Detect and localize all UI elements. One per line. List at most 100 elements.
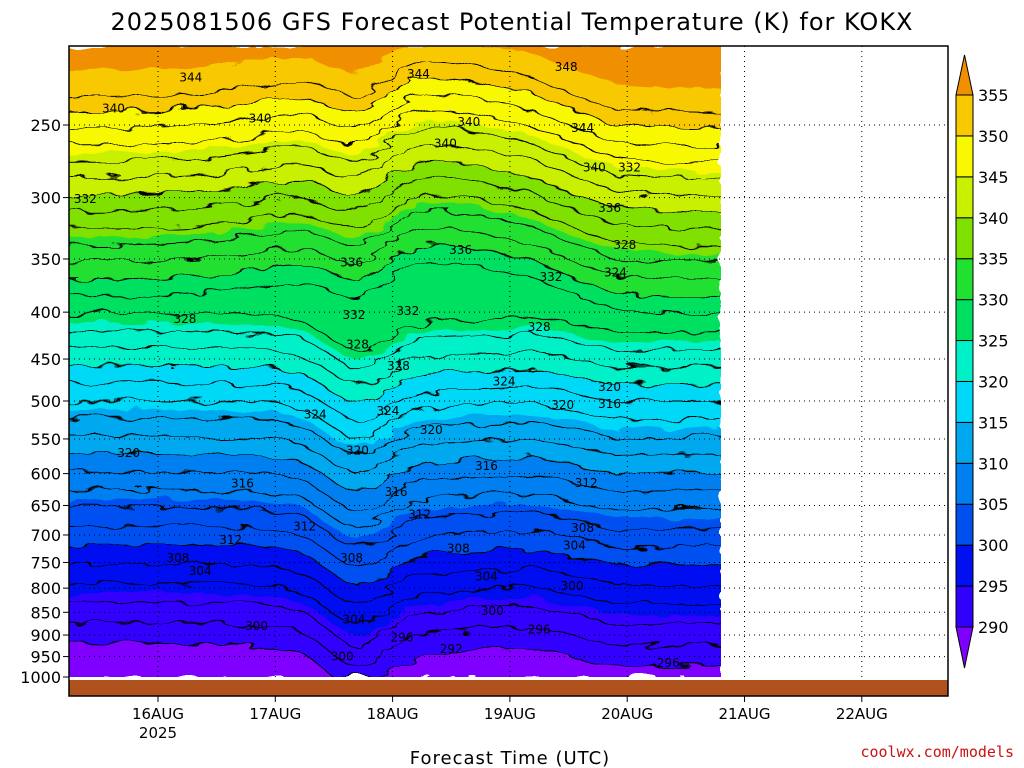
colorbar-swatch: [955, 380, 974, 423]
x-tick-label: 18AUG: [367, 705, 419, 723]
x-tick-label: 21AUG: [719, 705, 771, 723]
isoline-292: [69, 621, 721, 669]
isoline-298: [69, 563, 721, 606]
colorbar-label: 350: [978, 127, 1009, 146]
colorbar-label: 330: [978, 291, 1009, 310]
isoline-346: [69, 110, 722, 163]
colorbar-swatch: [955, 135, 974, 178]
contour-label: 316: [231, 476, 254, 490]
contour-label: 332: [342, 308, 365, 322]
colorbar-swatch: [955, 462, 974, 505]
isoline-318: [69, 382, 722, 421]
contour-label: 340: [457, 115, 480, 129]
y-tick-label: 600: [30, 465, 61, 484]
y-tick-label: 450: [30, 350, 61, 369]
x-axis-label: Forecast Time (UTC): [410, 748, 610, 768]
isoline-334: [69, 210, 722, 264]
contour-label: 308: [571, 521, 594, 535]
isoline-290: [69, 642, 721, 678]
contour-label: 328: [174, 312, 197, 326]
contour-label: 344: [571, 121, 594, 135]
y-tick-label: 250: [30, 116, 61, 135]
colorbar-label: 340: [978, 209, 1009, 228]
isoline-330: [69, 244, 722, 298]
isoline-302: [69, 525, 722, 567]
isoline-320: [69, 364, 721, 404]
chart-title: 2025081506 GFS Forecast Potential Temper…: [111, 8, 914, 36]
contour-label: 312: [575, 476, 598, 490]
x-tick-sublabel: 2025: [139, 724, 177, 742]
y-tick-label: 500: [30, 392, 61, 411]
colorbar-swatch: [955, 217, 974, 260]
contour-label: 332: [618, 160, 641, 174]
y-tick-label: 900: [30, 626, 61, 645]
contour-label: 340: [583, 160, 606, 174]
contour-label: 320: [117, 446, 140, 460]
contour-label: 320: [346, 443, 369, 457]
colorbar-label: 310: [978, 454, 1009, 473]
contour-label: 328: [346, 338, 369, 352]
contour-label: 344: [407, 67, 430, 81]
contour-label: 328: [613, 238, 636, 252]
contour-label: 320: [551, 398, 574, 412]
contour-lines: [69, 61, 722, 678]
isoline-328: [69, 260, 722, 315]
colorbar-label: 300: [978, 536, 1009, 555]
contour-label: 312: [219, 533, 242, 547]
isoline-322: [69, 347, 721, 386]
contour-label: 324: [493, 374, 516, 388]
contour-label: 316: [475, 459, 498, 473]
colorbar-swatch: [955, 544, 974, 587]
credit-text: coolwx.com/models: [860, 743, 1014, 761]
y-tick-label: 650: [30, 496, 61, 515]
colorbar-label: 320: [978, 372, 1009, 391]
contour-label: 300: [245, 619, 268, 633]
x-tick-label: 22AUG: [836, 705, 888, 723]
colorbar-label: 355: [978, 86, 1009, 105]
colorbar-swatch: [955, 176, 974, 219]
contour-label: 336: [340, 255, 363, 269]
colorbar-bottom-arrow: [955, 626, 974, 669]
isoline-348: [69, 94, 722, 147]
colorbar-label: 315: [978, 413, 1009, 432]
isoline-342: [69, 143, 722, 197]
contour-label: 308: [166, 551, 189, 565]
isoline-336: [69, 193, 722, 247]
contour-label: 296: [657, 656, 680, 670]
isoline-314: [69, 417, 721, 457]
colorbar-label: 335: [978, 250, 1009, 269]
x-tick-label: 19AUG: [484, 705, 536, 723]
isoline-340: [69, 160, 722, 213]
x-tick-label: 20AUG: [601, 705, 653, 723]
colorbar-swatch: [955, 585, 974, 628]
isoline-294: [69, 601, 722, 647]
y-tick-label: 300: [30, 189, 61, 208]
terrain-strip: [69, 680, 948, 696]
y-tick-label: 800: [30, 579, 61, 598]
colorbar: 290 295 300 305 310 315 320 325 330 335 340 345 350 3…: [955, 54, 1009, 669]
grid-lines: [69, 46, 948, 696]
y-tick-label: 350: [30, 250, 61, 269]
contour-label: 300: [331, 650, 354, 664]
colorbar-label: 345: [978, 168, 1009, 187]
contour-label: 328: [387, 359, 410, 373]
contour-label: 296: [391, 630, 414, 644]
isoline-316: [69, 399, 721, 439]
isoline-296: [69, 582, 721, 626]
y-tick-label: 950: [30, 648, 61, 667]
colorbar-swatch: [955, 503, 974, 546]
contour-label: 332: [540, 270, 563, 284]
contour-label: 336: [598, 201, 621, 215]
contour-label: 344: [179, 71, 202, 85]
contour-label: 308: [340, 551, 363, 565]
colorbar-swatch: [955, 340, 974, 382]
contour-label: 304: [189, 564, 212, 578]
contour-label: 340: [249, 112, 272, 126]
contour-label: 304: [342, 613, 365, 627]
contour-label: 312: [408, 508, 431, 522]
y-tick-label: 850: [30, 603, 61, 622]
isoline-312: [69, 435, 722, 475]
isoline-306: [69, 488, 721, 530]
y-tick-label: 700: [30, 526, 61, 545]
